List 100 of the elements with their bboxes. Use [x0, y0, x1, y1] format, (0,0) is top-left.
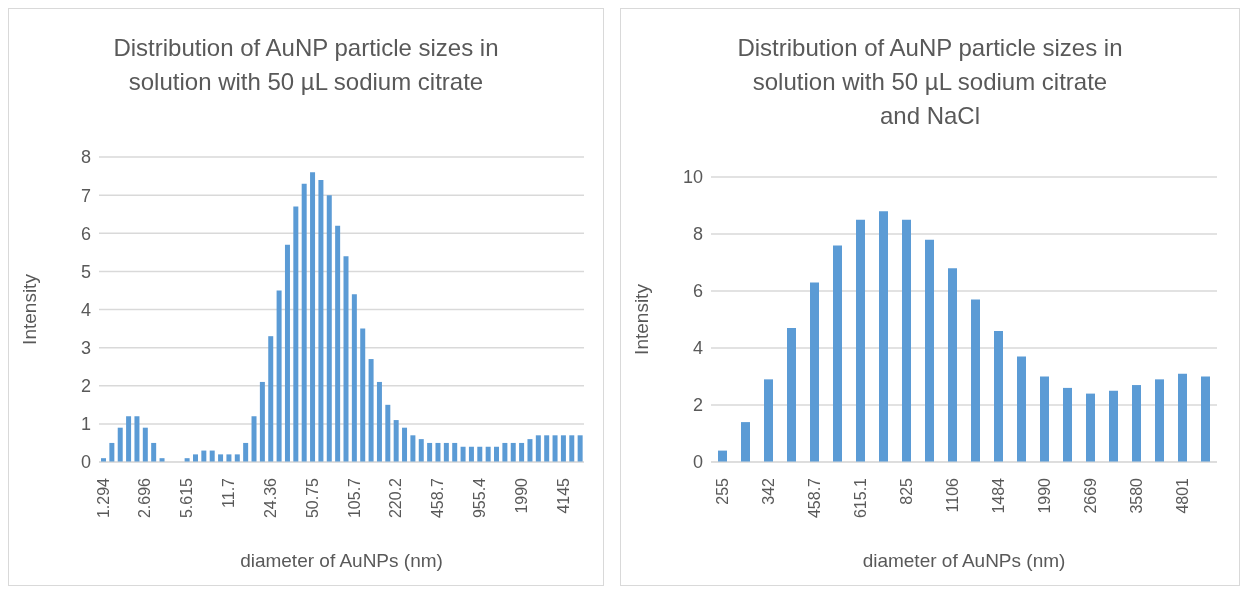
bar [276, 290, 282, 462]
bar [335, 225, 341, 462]
bar [577, 435, 583, 462]
bar [1109, 390, 1118, 462]
y-tick-label: 3 [80, 338, 91, 359]
bar [192, 454, 198, 462]
y-tick-label: 10 [682, 167, 703, 188]
bar [376, 381, 382, 462]
bar [142, 427, 148, 462]
bar [502, 442, 508, 462]
x-tick-label: 955.4 [470, 477, 488, 519]
bar [435, 442, 441, 462]
bar [856, 219, 865, 462]
bar [410, 435, 416, 462]
x-tick-label: 2669 [1082, 477, 1099, 514]
x-tick-label: 2.696 [136, 477, 154, 519]
y-tick-label: 1 [80, 414, 91, 435]
bar [134, 416, 140, 462]
bar [151, 442, 157, 462]
chart-title: Distribution of AuNP particle sizes in solution with 50 µL sodium citrate and NaCl [736, 33, 1124, 131]
bar [879, 211, 888, 462]
x-tick-label: 3580 [1128, 477, 1145, 514]
bar [544, 435, 550, 462]
bar [1017, 356, 1026, 462]
bar [427, 442, 433, 462]
bar [343, 256, 349, 462]
bar [535, 435, 541, 462]
x-tick-label: 105.7 [345, 477, 363, 519]
x-tick-label: 1106 [944, 477, 961, 513]
bar [318, 179, 324, 462]
bar [468, 446, 474, 462]
bar [293, 206, 299, 462]
x-tick-label: 1990 [1036, 477, 1053, 514]
y-tick-label: 2 [80, 376, 91, 397]
bar [787, 328, 796, 462]
bar [510, 442, 516, 462]
bar [452, 442, 458, 462]
y-tick-label: 0 [80, 452, 91, 473]
bar [552, 435, 558, 462]
bar [1178, 373, 1187, 462]
bar [360, 328, 366, 462]
bar [460, 446, 466, 462]
bar [268, 336, 274, 462]
bar [477, 446, 483, 462]
y-tick-label: 4 [80, 299, 91, 320]
bar [402, 427, 408, 462]
bar [443, 442, 449, 462]
bar [1155, 379, 1164, 462]
bar [948, 268, 957, 462]
y-tick-label: 4 [692, 338, 703, 359]
bar [833, 245, 842, 462]
bar [560, 435, 566, 462]
x-tick-label: 255 [714, 477, 731, 505]
bar [109, 442, 115, 462]
bar [527, 439, 533, 462]
y-tick-label: 2 [692, 395, 703, 416]
x-tick-label: 220.2 [387, 477, 405, 519]
x-tick-label: 1484 [990, 477, 1007, 514]
bar [385, 404, 391, 462]
bar [126, 416, 132, 462]
x-tick-label: 4801 [1174, 477, 1191, 514]
bar [243, 442, 249, 462]
x-tick-label: 24.36 [261, 477, 279, 519]
bar [393, 420, 399, 462]
x-tick-label: 342 [760, 477, 777, 505]
bar [1201, 376, 1210, 462]
y-tick-label: 5 [80, 261, 91, 282]
bar [1063, 387, 1072, 462]
bar [810, 282, 819, 462]
bar [259, 381, 265, 462]
bar [971, 299, 980, 462]
y-tick-label: 8 [692, 224, 703, 245]
bar [925, 239, 934, 462]
x-tick-label: 458.7 [806, 477, 823, 519]
bar [1132, 385, 1141, 462]
bar [519, 442, 525, 462]
x-tick-label: 5.615 [178, 477, 196, 519]
y-tick-label: 8 [80, 147, 91, 168]
x-tick-label: 1990 [512, 477, 530, 514]
x-tick-label: 50.75 [303, 477, 321, 519]
y-tick-label: 0 [692, 452, 703, 473]
bar [251, 416, 257, 462]
bar [218, 454, 224, 462]
x-tick-label: 4145 [554, 477, 572, 514]
bar [902, 219, 911, 462]
bar [284, 244, 290, 462]
chart-title: Distribution of AuNP particle sizes in solution with 50 µL sodium citrate [112, 33, 500, 97]
bar [485, 446, 491, 462]
bar [310, 172, 316, 462]
y-tick-label: 6 [692, 281, 703, 302]
bar [764, 379, 773, 462]
bar [351, 294, 357, 462]
bar [494, 446, 500, 462]
bar [117, 427, 123, 462]
bar [234, 454, 240, 462]
x-tick-label: 615.1 [852, 477, 869, 519]
y-tick-label: 7 [80, 185, 91, 206]
x-axis-title: diameter of AuNPs (nm) [240, 550, 443, 571]
bar [226, 454, 232, 462]
x-tick-label: 825 [898, 477, 915, 505]
